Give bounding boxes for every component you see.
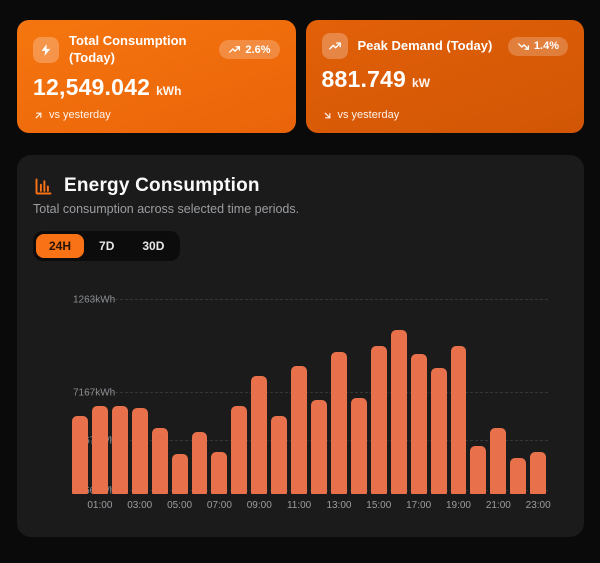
x-axis-tick-label: 15:00 (366, 500, 392, 511)
bar-18:00[interactable] (430, 368, 447, 494)
card-value-row: 12,549.042 kWh (33, 74, 280, 101)
bar-02:00[interactable] (111, 406, 128, 494)
x-axis-tick-label (231, 500, 247, 511)
bar-03:00[interactable] (131, 408, 148, 494)
bar-23:00[interactable] (530, 452, 547, 494)
x-axis-tick-label (391, 500, 407, 511)
bar-13:00[interactable] (330, 352, 347, 494)
bar-06:00[interactable] (191, 432, 208, 494)
card-footer: vs yesterday (322, 109, 569, 121)
time-range-tabs: 24H 7D 30D (33, 231, 181, 261)
card-title: Peak Demand (Today) (357, 37, 493, 53)
badge-value: 2.6% (245, 43, 271, 56)
panel-title: Energy Consumption (64, 175, 260, 196)
x-axis-tick-label: 13:00 (326, 500, 352, 511)
bar-00:00[interactable] (72, 416, 88, 494)
trend-badge: 2.6% (219, 40, 280, 60)
card-unit: kWh (156, 83, 182, 98)
x-axis-tick-label (311, 500, 327, 511)
card-header: Total Consumption (Today) 2.6% (33, 33, 280, 67)
card-title: Total Consumption (Today) (69, 33, 187, 65)
bar-12:00[interactable] (311, 400, 327, 494)
x-axis-tick-label (152, 500, 168, 511)
trending-up-icon (321, 33, 348, 59)
kpi-cards-row: Total Consumption (Today) 2.6% 12,549.04… (17, 20, 584, 133)
zap-icon (33, 36, 59, 63)
bar-17:00[interactable] (410, 354, 427, 494)
card-value: 12,549.042 (33, 73, 151, 100)
x-axis-tick-label: 01:00 (87, 500, 113, 511)
bar-15:00[interactable] (370, 346, 387, 494)
bar-21:00[interactable] (490, 428, 507, 494)
x-axis-tick-label (112, 500, 128, 511)
tab-24h[interactable]: 24H (36, 234, 85, 258)
x-axis-tick-label (510, 500, 526, 511)
x-axis-tick-label (72, 500, 88, 511)
bar-14:00[interactable] (350, 398, 367, 494)
x-axis-tick-label: 05:00 (167, 500, 193, 511)
x-axis-tick-label (351, 500, 367, 511)
x-axis-tick-label: 21:00 (485, 500, 511, 511)
footer-text: vs yesterday (337, 109, 400, 121)
peak-demand-card: Peak Demand (Today) 1.4% 881.749 kW vs y… (305, 20, 584, 133)
tab-30d[interactable]: 30D (129, 234, 177, 258)
x-axis-tick-label: 19:00 (445, 500, 471, 511)
x-axis-tick-label (470, 500, 486, 511)
card-unit: kW (412, 76, 431, 90)
x-axis-tick-label (192, 500, 208, 511)
x-axis-tick-label: 11:00 (286, 500, 312, 511)
card-value-row: 881.749 kW (322, 66, 569, 93)
bar-10:00[interactable] (271, 416, 288, 494)
trending-down-icon (517, 42, 529, 50)
bar-08:00[interactable] (231, 406, 248, 494)
y-axis-tick-label: 7167kWh (73, 387, 116, 399)
bar-22:00[interactable] (510, 458, 527, 494)
bar-chart: 1263kWh7167kWh7167kWh7166kWh 01:0003:000… (33, 295, 568, 511)
gridline: 7167kWh (73, 388, 548, 399)
x-axis-tick-label: 07:00 (206, 500, 232, 511)
bar-07:00[interactable] (211, 452, 228, 494)
bar-04:00[interactable] (151, 428, 168, 494)
x-axis-tick-label: 23:00 (525, 500, 551, 511)
x-axis-tick-label (271, 500, 287, 511)
bar-11:00[interactable] (291, 366, 308, 494)
card-footer: vs yesterday (33, 109, 280, 121)
x-axis-labels: 01:00 03:00 05:00 07:00 09:00 11:00 13:00 15:00… (72, 500, 551, 511)
bars-area (72, 297, 547, 494)
badge-value: 1.4% (533, 40, 559, 52)
bar-05:00[interactable] (171, 454, 188, 494)
bar-01:00[interactable] (91, 406, 108, 494)
bar-19:00[interactable] (450, 346, 467, 494)
trend-badge: 1.4% (507, 36, 568, 56)
arrow-down-right-icon (324, 112, 330, 118)
trending-up-icon (229, 46, 241, 54)
gridline: 1263kWh (73, 295, 548, 306)
x-axis-tick-label: 09:00 (246, 500, 272, 511)
bar-16:00[interactable] (390, 330, 407, 494)
card-header: Peak Demand (Today) 1.4% (321, 33, 568, 59)
footer-text: vs yesterday (49, 109, 111, 121)
tab-7d[interactable]: 7D (86, 234, 127, 258)
total-consumption-card: Total Consumption (Today) 2.6% 12,549.04… (17, 20, 296, 133)
panel-subtitle: Total consumption across selected time p… (33, 202, 300, 216)
x-axis-tick-label: 03:00 (127, 500, 153, 511)
card-value: 881.749 (321, 66, 407, 92)
arrow-up-right-icon (35, 112, 42, 118)
bar-chart-icon (35, 178, 52, 194)
energy-consumption-panel: Energy Consumption Total consumption acr… (17, 155, 584, 537)
bar-20:00[interactable] (470, 446, 487, 494)
bar-09:00[interactable] (251, 376, 268, 494)
y-axis-tick-label: 1263kWh (73, 294, 116, 306)
x-axis-tick-label (431, 500, 447, 511)
x-axis-tick-label: 17:00 (406, 500, 432, 511)
panel-header: Energy Consumption (33, 175, 568, 197)
